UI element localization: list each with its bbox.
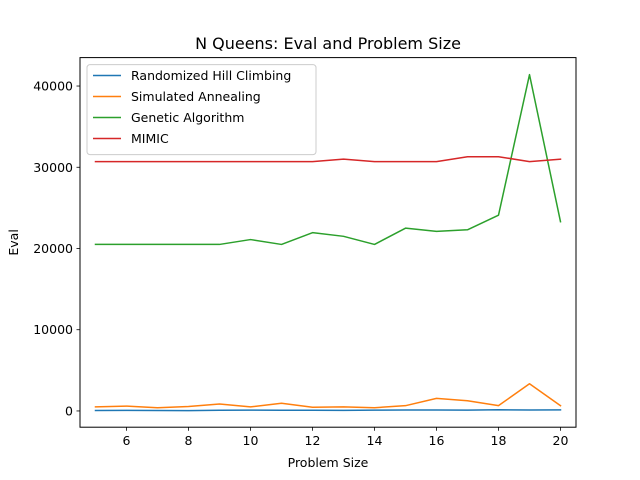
legend: Randomized Hill Climbing Simulated Anneal… (86, 64, 317, 156)
chart-title: N Queens: Eval and Problem Size (195, 34, 461, 53)
series-line-3 (94, 73, 562, 246)
y-axis-label: Eval (6, 229, 21, 255)
y-axis-ticks: 0 10000 20000 30000 40000 (33, 79, 80, 418)
y-tick-label: 20000 (33, 241, 73, 256)
plot-lines (94, 73, 562, 412)
x-tick-label: 10 (243, 433, 259, 448)
legend-label-2: Simulated Annealing (131, 89, 261, 104)
series-line-1 (94, 408, 562, 412)
x-tick-label: 20 (553, 433, 569, 448)
x-tick-label: 8 (185, 433, 193, 448)
plot-area-frame (79, 57, 577, 428)
series-line-2 (94, 382, 562, 409)
legend-label-3: Genetic Algorithm (131, 110, 244, 125)
y-tick-label: 10000 (33, 322, 73, 337)
x-tick-label: 16 (429, 433, 445, 448)
y-tick-label: 30000 (33, 160, 73, 175)
x-tick-label: 18 (491, 433, 507, 448)
x-axis-ticks: 6 8 10 12 14 16 18 20 (123, 427, 569, 448)
legend-label-4: MIMIC (131, 131, 169, 146)
x-axis-label: Problem Size (288, 455, 369, 470)
legend-label-1: Randomized Hill Climbing (131, 68, 291, 83)
x-tick-label: 6 (123, 433, 131, 448)
series-line-4 (94, 155, 562, 163)
x-tick-label: 12 (305, 433, 321, 448)
legend-box (86, 64, 317, 156)
x-tick-label: 14 (367, 433, 383, 448)
y-tick-label: 0 (65, 403, 73, 418)
y-tick-label: 40000 (33, 79, 73, 94)
